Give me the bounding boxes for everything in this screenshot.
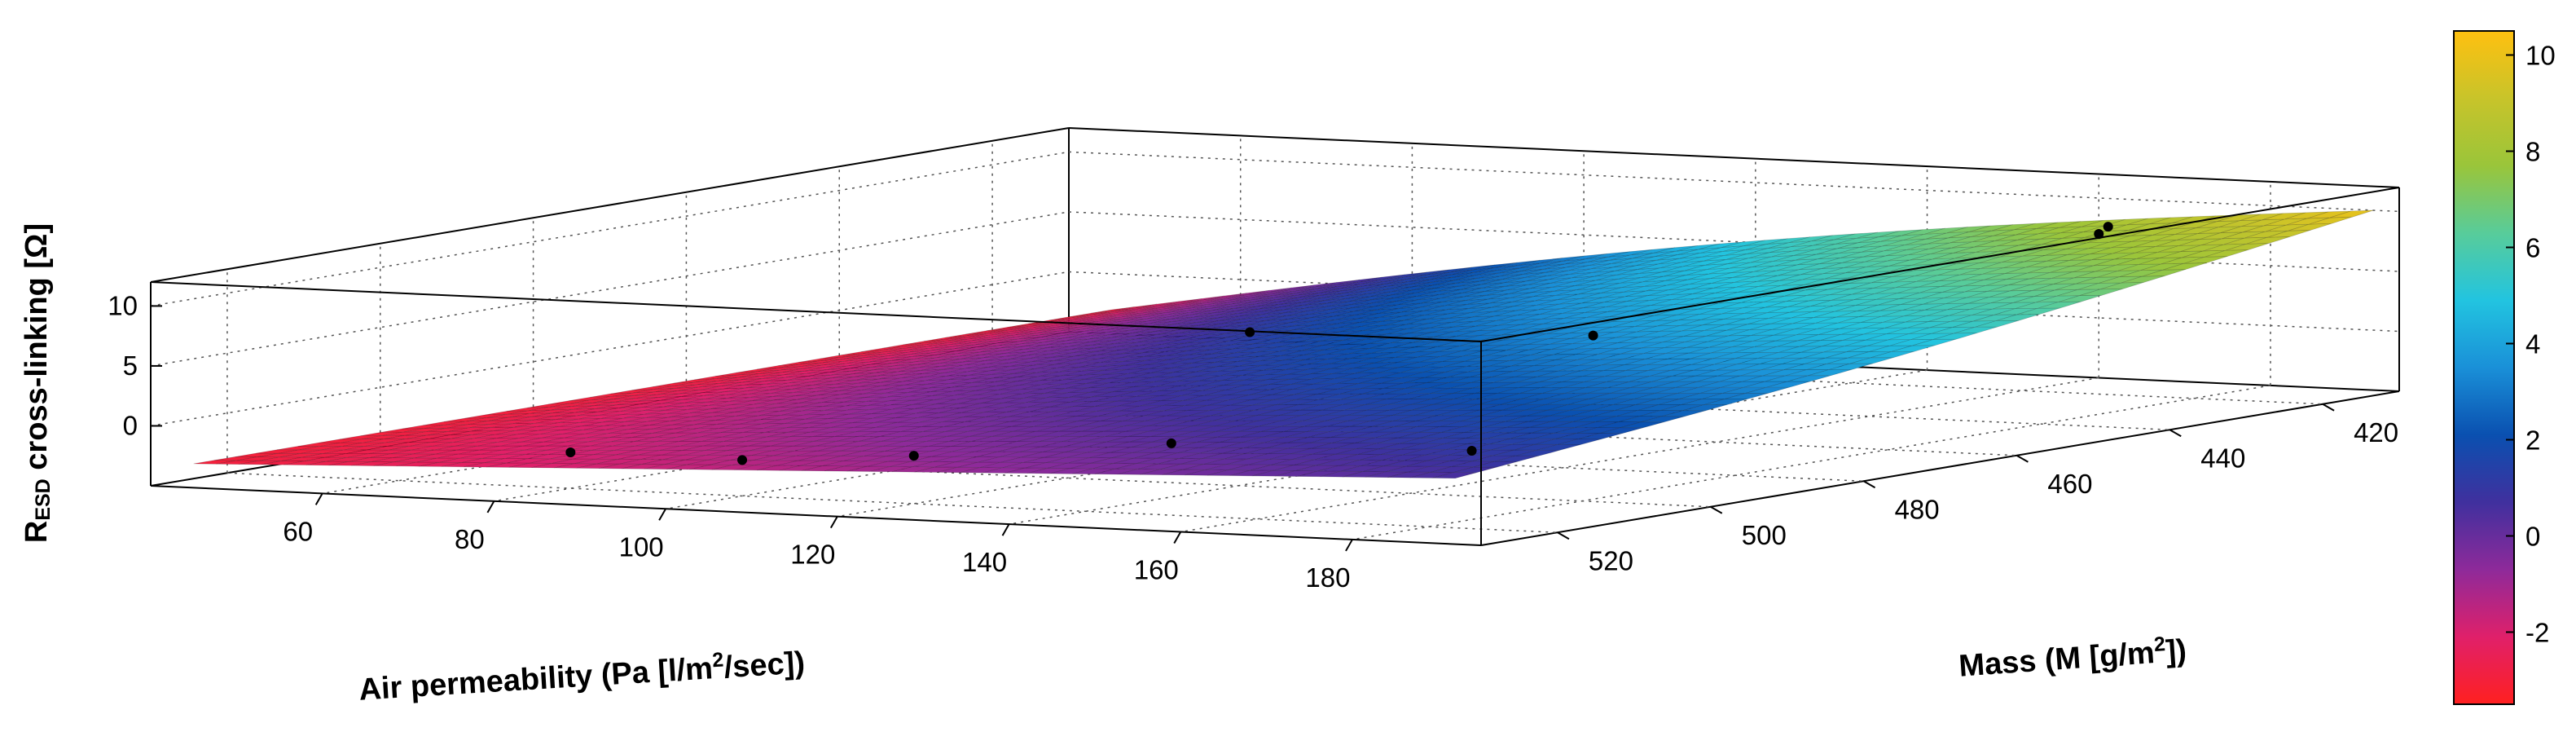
surface-cell (2267, 229, 2311, 238)
surface-mesh (193, 209, 2374, 479)
x-tick-label: 180 (1305, 562, 1350, 593)
y-tick-mark (2169, 429, 2182, 438)
colorbar-gradient (2453, 30, 2515, 705)
colorbar-tick-label: 0 (2525, 522, 2540, 552)
data-points (565, 222, 2113, 465)
surface-cell (1453, 466, 1497, 474)
x-tick-mark (1001, 523, 1010, 536)
x-tick-label: 160 (1134, 555, 1179, 585)
surface-cell (2330, 209, 2374, 218)
y-tick-mark (1557, 531, 1570, 540)
x-tick-mark (829, 516, 838, 529)
x-tick-mark (1345, 539, 1353, 552)
x-tick-mark (658, 508, 666, 521)
colorbar-tick-label: -2 (2525, 618, 2549, 648)
x-tick-label: 60 (283, 516, 313, 546)
surface-cell (2163, 262, 2207, 271)
y-tick-mark (2016, 454, 2029, 463)
x-tick-mark (314, 492, 323, 505)
surface-cell (1620, 421, 1664, 429)
data-point (1166, 438, 1176, 448)
y-tick-mark (1863, 480, 1876, 489)
data-point (1588, 330, 1598, 341)
data-point (1466, 445, 1477, 456)
surface-cell (1954, 326, 1998, 334)
y-tick-label: 520 (1589, 545, 1633, 575)
surface-cell (1641, 416, 1686, 423)
x-tick-label: 80 (455, 524, 485, 554)
axes-box-front (150, 187, 2400, 546)
z-tick-label: 0 (123, 410, 138, 440)
colorbar: -2 0 2 4 6 8 10 (2453, 30, 2556, 705)
y-tick-label: 460 (2047, 469, 2092, 499)
surface-cell (2183, 256, 2228, 264)
surface-cell (2205, 249, 2249, 258)
colorbar-tick-label: 2 (2525, 425, 2540, 456)
z-tick-label: 5 (123, 350, 138, 381)
surface-cell (1766, 381, 1810, 388)
y-tick-label: 480 (1895, 494, 1940, 524)
surface-cell (1808, 369, 1853, 377)
x-tick-label: 120 (790, 540, 835, 570)
x-axis-label: Air permeability (Pa [l/m2/sec]) (358, 643, 806, 707)
x-tick-mark (486, 500, 495, 514)
data-point (908, 451, 919, 461)
y-tick-label: 440 (2200, 443, 2245, 473)
colorbar-tick-label: 4 (2525, 329, 2540, 359)
surface-cell (1578, 433, 1623, 439)
surface-cell (1495, 455, 1539, 462)
y-tick-mark (2322, 403, 2335, 412)
y-tick-label: 500 (1742, 520, 1787, 550)
data-point (2094, 229, 2104, 240)
z-tick-label: 10 (108, 290, 138, 320)
surface-cell (1849, 357, 1894, 364)
data-point (1245, 327, 1255, 337)
surface-cell (2225, 243, 2270, 251)
y-tick-label: 420 (2354, 417, 2398, 447)
data-point (2103, 222, 2113, 232)
z-axis-ticks: 0 5 10 (108, 290, 162, 440)
surface-cell (2016, 307, 2061, 315)
data-point (737, 455, 748, 465)
colorbar-tick-label: 6 (2525, 233, 2540, 263)
x-tick-mark (1173, 531, 1182, 544)
data-point (565, 447, 576, 457)
surface-cell (2288, 223, 2332, 231)
surface-cell (1516, 449, 1560, 456)
colorbar-tick-label: 10 (2525, 41, 2556, 71)
surface-cell (1933, 333, 1977, 340)
surface-cell (1870, 350, 1914, 359)
surface-cell (2038, 301, 2081, 309)
x-tick-label: 140 (962, 547, 1007, 577)
x-axis-ticks: 60 80 100 120 140 160 180 (283, 492, 1353, 593)
z-axis-label: RESD cross-linking [Ω] (20, 223, 55, 543)
x-tick-label: 100 (619, 531, 664, 562)
y-axis-ticks: 420 440 460 480 500 520 (1557, 403, 2398, 575)
y-tick-mark (1710, 505, 1723, 514)
y-axis-label: Mass (M [g/m2]) (1958, 631, 2187, 683)
colorbar-tick-label: 8 (2525, 137, 2540, 167)
colorbar-ticks: -2 0 2 4 6 8 10 (2506, 41, 2556, 648)
